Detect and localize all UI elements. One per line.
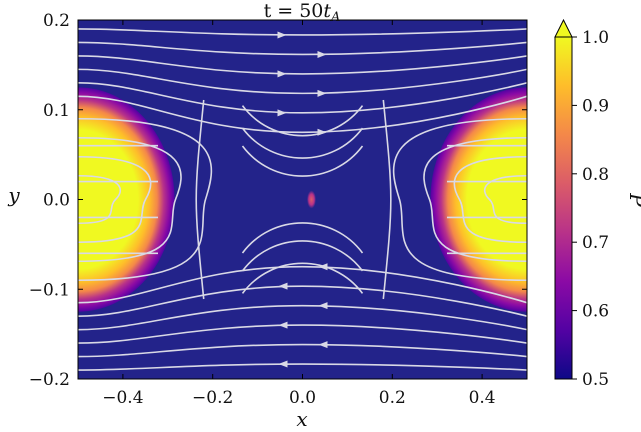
streamline-mid-1	[241, 127, 364, 159]
streamline-lobe-right-2	[423, 136, 527, 263]
heatmap-regions	[78, 87, 527, 312]
streamline-arrow-bottom-1	[318, 341, 328, 349]
colorbar-ticks: 0.5 0.6 0.7 0.8 0.9 1.0	[572, 28, 609, 390]
streamline-lobe-left-1	[78, 155, 152, 244]
y-axis-label: y	[7, 183, 20, 207]
chart-title-subscript: A	[330, 10, 340, 25]
streamline-top-0	[78, 28, 527, 36]
streamline-bottom-2	[78, 324, 527, 344]
streamline-bottom-0	[78, 363, 527, 371]
colorbar-tick-label: 0.6	[582, 302, 609, 322]
x-tick-label: 0.2	[379, 388, 406, 408]
heatmap-region-left-lobe	[78, 87, 175, 312]
x-tick-label: −0.4	[102, 388, 143, 408]
streamline-bottom-4	[78, 285, 527, 317]
streamline-arrow-bottom-2	[278, 321, 288, 329]
plot-area	[77, 19, 528, 380]
streamline-lobe-right-1	[453, 155, 527, 244]
y-tick-label: −0.1	[29, 280, 70, 300]
colorbar-tick-label: 0.9	[582, 96, 609, 116]
streamline-mid-5	[241, 262, 364, 294]
colorbar-extend-triangle	[554, 18, 573, 38]
streamline-top-1	[78, 41, 527, 56]
streamline-bottom-5	[78, 265, 527, 304]
y-tick-label: 0.0	[43, 191, 70, 211]
streamline-top-3	[78, 68, 527, 95]
streamline-lobe-left-3	[78, 117, 213, 282]
streamline-mid-0	[241, 105, 364, 137]
y-tick-label: 0.2	[43, 11, 70, 31]
colorbar-bar	[554, 36, 573, 380]
y-tick-label: 0.1	[43, 101, 70, 121]
colorbar-tick-label: 0.7	[582, 233, 609, 253]
streamline-arrow-top-2	[277, 70, 287, 78]
streamline-arrow-top-4	[277, 109, 287, 117]
streamline-mid-4	[241, 240, 364, 272]
heatmap-region-center-spot	[306, 190, 316, 209]
x-axis: −0.4 −0.2 0.0 0.2 0.4	[102, 20, 496, 408]
streamline-mid-3	[241, 222, 364, 254]
x-axis-label: x	[296, 407, 307, 431]
streamline-separatrix-right	[382, 99, 392, 300]
chart-title: t = 50tA	[264, 0, 341, 25]
streamline-top-5	[78, 95, 527, 134]
streamline-mid-2	[241, 145, 364, 177]
streamline-arrow-bottom-0	[278, 360, 288, 368]
streamline-top-2	[78, 55, 527, 75]
streamline-separatrix-left	[195, 99, 205, 300]
streamline-lobe-left-2	[78, 136, 182, 263]
streamline-arrow-bottom-3	[318, 302, 328, 310]
streamline-arrow-top-3	[317, 89, 327, 97]
streamline-lobe-right-0	[483, 174, 527, 225]
heatmap-region-right-lobe	[430, 87, 527, 312]
x-tick-label: 0.4	[469, 388, 496, 408]
colorbar-label: P	[625, 192, 641, 207]
streamlines	[78, 28, 527, 371]
streamline-arrow-top-0	[277, 31, 287, 39]
colorbar-tick-label: 0.5	[582, 370, 609, 390]
y-tick-label: −0.2	[29, 370, 70, 390]
colorbar: 0.5 0.6 0.7 0.8 0.9 1.0 P	[554, 18, 641, 390]
streamline-top-4	[78, 82, 527, 114]
streamline-bottom-1	[78, 343, 527, 358]
streamline-arrow-top-1	[317, 50, 327, 58]
streamline-arrow-bottom-4	[278, 282, 288, 290]
x-tick-label: −0.2	[192, 388, 233, 408]
chart-title-var: t	[323, 0, 331, 22]
chart-title-prefix: t = 50	[264, 0, 324, 22]
colorbar-tick-label: 1.0	[582, 28, 609, 48]
streamline-lobe-right-3	[392, 117, 527, 282]
streamline-lobe-left-0	[78, 174, 122, 225]
y-axis: −0.2 −0.1 0.0 0.1 0.2	[29, 11, 527, 390]
streamline-bottom-3	[78, 304, 527, 331]
x-tick-label: 0.0	[289, 388, 316, 408]
colorbar-tick-label: 0.8	[582, 165, 609, 185]
